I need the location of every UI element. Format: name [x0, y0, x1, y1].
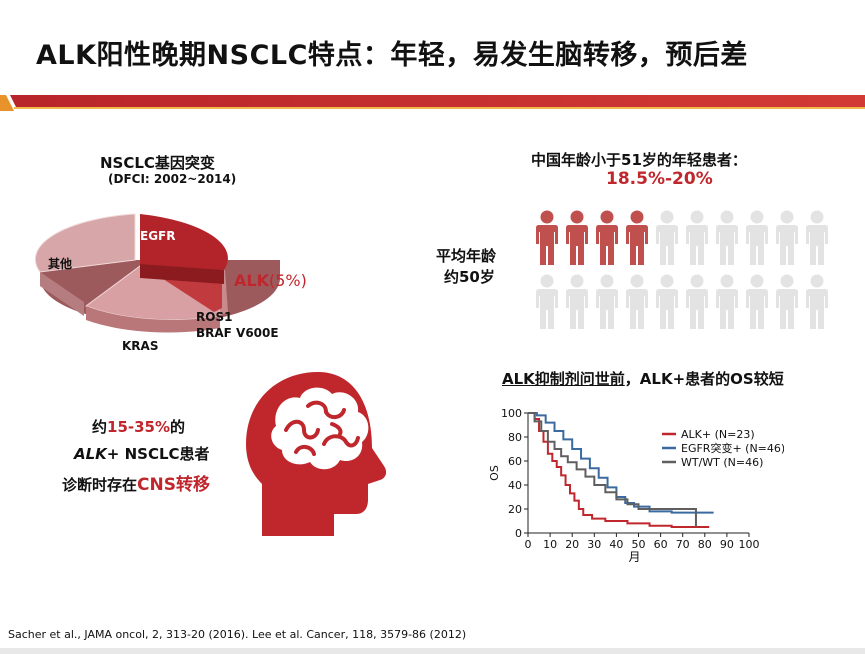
alk-label: ALK [234, 271, 269, 290]
pie-slice-other-side [40, 272, 84, 316]
brain-line2-rest: + NSCLC患者 [106, 445, 210, 463]
x-tick-label: 100 [739, 538, 760, 551]
pie-label-ros1: ROS1 [196, 310, 233, 324]
pie-slice-egfr [140, 214, 228, 270]
brain-line3-red: CNS转移 [137, 475, 210, 495]
avg-age-line1: 平均年龄 [436, 247, 497, 265]
os-title-underlined: ALK抑制剂问世前 [502, 370, 625, 388]
pie-slice-kras-side [86, 306, 220, 333]
pie-slice-egfr-side [140, 264, 224, 284]
person-icon [596, 274, 618, 329]
pie-label-braf: BRAF V600E [196, 326, 279, 340]
brain-line1: 约15-35%的 [92, 416, 185, 437]
pie-label-alk: ALK(5%) [234, 271, 307, 290]
person-icon [746, 274, 768, 329]
person-icon [536, 274, 558, 329]
person-icon [626, 210, 648, 265]
x-tick-label: 40 [609, 538, 623, 551]
alk-pct: (5%) [268, 271, 307, 290]
series-line [528, 412, 714, 514]
slide-title: ALK阳性晚期NSCLC特点：年轻，易发生脑转移，预后差 [36, 40, 748, 71]
person-icon [566, 210, 588, 265]
person-icon [626, 274, 648, 329]
y-axis-label: OS [488, 465, 501, 481]
bottom-strip [0, 648, 865, 654]
os-title-rest: ，ALK+患者的OS较短 [624, 370, 784, 388]
person-icon [776, 210, 798, 265]
person-icon [656, 210, 678, 265]
pie-label-other: 其他 [48, 257, 73, 271]
person-icon [806, 210, 828, 265]
young-value: 18.5%-20% [606, 169, 713, 189]
person-icon [536, 210, 558, 265]
person-icon [566, 274, 588, 329]
series-line [528, 412, 697, 527]
brain-pct: 15-35% [107, 418, 171, 436]
os-line-chart: 0 20 40 60 80 100 0 10 20 30 40 50 60 70 80 90 100 月 OS AL… [488, 407, 784, 564]
young-title: 中国年龄小于51岁的年轻患者： [531, 151, 747, 169]
person-icon [686, 274, 708, 329]
people-icon-grid [536, 210, 828, 329]
y-tick-label: 0 [515, 527, 522, 540]
pie-label-egfr: EGFR [140, 229, 176, 243]
person-icon [596, 210, 618, 265]
y-tick-label: 40 [508, 479, 522, 492]
x-tick-label: 20 [565, 538, 579, 551]
pie-slice-other [34, 213, 136, 273]
person-icon [716, 210, 738, 265]
y-tick-label: 20 [508, 503, 522, 516]
x-tick-label: 70 [676, 538, 690, 551]
pie-chart [34, 213, 280, 333]
brain-line3-prefix: 诊断时存在 [62, 476, 138, 494]
brain-line3: 诊断时存在CNS转移 [62, 470, 210, 495]
title-banner [0, 95, 865, 111]
x-tick-label: 90 [720, 538, 734, 551]
person-icon [656, 274, 678, 329]
person-icon [776, 274, 798, 329]
legend-label: EGFR突变+ (N=46) [681, 441, 784, 455]
pie-title: NSCLC基因突变 [100, 154, 215, 172]
person-icon [746, 210, 768, 265]
pie-label-kras: KRAS [122, 339, 159, 353]
y-tick-label: 60 [508, 455, 522, 468]
y-tick-label: 80 [508, 431, 522, 444]
head-brain-icon [246, 372, 387, 536]
person-icon [716, 274, 738, 329]
brain-prefix: 约 [92, 418, 108, 436]
y-tick-label: 100 [501, 407, 522, 420]
x-axis-label: 月 [628, 550, 640, 564]
citation: Sacher et al., JAMA oncol, 2, 313-20 (20… [8, 628, 467, 641]
series-line [528, 412, 710, 528]
pie-subtitle: (DFCI: 2002~2014) [108, 172, 237, 186]
x-tick-label: 0 [525, 538, 532, 551]
x-tick-label: 30 [587, 538, 601, 551]
legend-label: ALK+ (N=23) [681, 428, 755, 441]
x-tick-label: 50 [632, 538, 646, 551]
person-icon [686, 210, 708, 265]
avg-age-line2: 约50岁 [444, 268, 495, 286]
person-icon [806, 274, 828, 329]
brain-alk-italic: ALK [74, 445, 107, 463]
legend-label: WT/WT (N=46) [681, 456, 763, 469]
brain-line2: ALK+ NSCLC患者 [74, 443, 210, 464]
x-tick-label: 60 [654, 538, 668, 551]
brain-suffix: 的 [170, 418, 186, 436]
x-tick-label: 80 [698, 538, 712, 551]
x-tick-label: 10 [543, 538, 557, 551]
os-title: ALK抑制剂问世前，ALK+患者的OS较短 [502, 368, 784, 389]
